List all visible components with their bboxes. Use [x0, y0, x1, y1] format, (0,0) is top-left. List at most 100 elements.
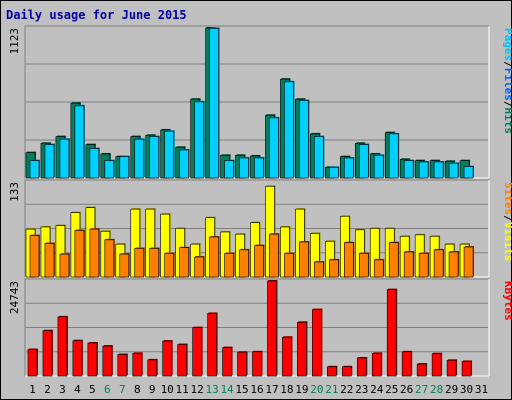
- legend: Pages/Files/Hits: [502, 28, 512, 134]
- bar-kbytes-day-15: [237, 351, 247, 377]
- x-tick-label: 15: [235, 383, 248, 396]
- bar-kbytes-day-14: [222, 347, 232, 377]
- x-tick-label: 3: [59, 383, 66, 396]
- bar-sites-day-11: [179, 247, 189, 278]
- bar-kbytes-day-5: [87, 342, 98, 377]
- bar-sites-day-7: [119, 253, 130, 278]
- x-tick-label: 6: [104, 383, 111, 396]
- bar-kbytes-day-8: [132, 353, 143, 377]
- bar-kbytes-day-1: [27, 349, 38, 377]
- x-tick-label: 24: [370, 383, 384, 396]
- x-tick-label: 28: [430, 383, 443, 396]
- x-tick-label: 18: [280, 383, 293, 396]
- bar-sites-day-6: [104, 239, 115, 278]
- bar-sites-day-26: [403, 251, 414, 278]
- bar-kbytes-day-26: [401, 351, 412, 377]
- bar-sites-day-23: [358, 253, 369, 278]
- bar-sites-day-4: [74, 230, 85, 278]
- bar-sites-day-29: [448, 251, 459, 278]
- bar-kbytes-day-9: [147, 359, 158, 377]
- x-tick-label: 9: [149, 383, 156, 396]
- x-tick-label: 1: [29, 383, 36, 396]
- x-tick-label: 20: [310, 383, 323, 396]
- legend-sites: Sites: [502, 182, 512, 215]
- bar-kbytes-day-4: [72, 340, 83, 377]
- bar-files-day-15: [239, 157, 249, 179]
- x-tick-label: 5: [89, 383, 96, 396]
- bar-sites-day-5: [89, 228, 100, 278]
- bar-files-day-18: [284, 81, 294, 179]
- bar-kbytes-day-13: [207, 313, 217, 377]
- bar-sites-day-17: [269, 233, 279, 278]
- x-tick-label: 31: [475, 383, 488, 396]
- bar-files-day-23: [358, 144, 369, 179]
- bar-kbytes-day-28: [431, 353, 442, 377]
- bar-files-day-12: [194, 101, 204, 179]
- bar-sites-day-9: [149, 248, 160, 278]
- bar-files-day-20: [314, 136, 324, 179]
- bar-sites-day-19: [299, 241, 309, 278]
- axis-max-label: 1123: [8, 28, 21, 55]
- x-tick-label: 22: [340, 383, 353, 396]
- bar-kbytes-day-6: [102, 345, 113, 377]
- bar-sites-day-16: [254, 245, 264, 278]
- bar-sites-day-3: [59, 253, 70, 278]
- bar-files-day-4: [74, 105, 85, 179]
- x-tick-label: 19: [295, 383, 308, 396]
- bar-kbytes-day-10: [162, 340, 172, 377]
- bar-sites-day-15: [239, 249, 249, 278]
- bar-kbytes-day-12: [192, 327, 202, 377]
- bar-files-day-29: [448, 163, 459, 179]
- x-tick-label: 14: [220, 383, 234, 396]
- axis-max-label: 24743: [8, 281, 21, 314]
- bar-kbytes-day-7: [117, 354, 128, 377]
- bar-files-day-3: [59, 138, 70, 179]
- x-tick-label: 7: [119, 383, 126, 396]
- bar-files-day-2: [44, 144, 55, 179]
- x-tick-label: 26: [400, 383, 413, 396]
- x-tick-label: 27: [415, 383, 428, 396]
- legend-separator: /: [502, 215, 512, 222]
- x-tick-label: 16: [250, 383, 263, 396]
- x-tick-label: 30: [460, 383, 473, 396]
- bar-sites-day-25: [388, 242, 399, 278]
- bar-kbytes-day-16: [252, 351, 262, 377]
- bar-kbytes-day-22: [342, 366, 352, 377]
- bar-files-day-14: [224, 160, 234, 179]
- bar-kbytes-day-19: [297, 321, 307, 377]
- bar-sites-day-14: [224, 253, 234, 278]
- bar-files-day-5: [89, 148, 100, 179]
- x-tick-label: 2: [44, 383, 51, 396]
- legend-separator: /: [502, 61, 512, 68]
- bar-kbytes-day-29: [446, 359, 457, 377]
- x-tick-label: 13: [205, 383, 218, 396]
- bar-kbytes-day-25: [386, 289, 397, 377]
- bar-sites-day-2: [44, 243, 55, 278]
- bar-files-day-13: [209, 28, 219, 179]
- bar-sites-day-22: [344, 242, 354, 278]
- bar-sites-day-1: [29, 235, 40, 278]
- legend-hits: Hits: [502, 108, 512, 135]
- x-tick-label: 10: [161, 383, 174, 396]
- bar-sites-day-10: [164, 253, 174, 278]
- bar-sites-day-21: [329, 259, 339, 278]
- legend-visits: Visits: [502, 222, 512, 262]
- bar-sites-day-30: [463, 246, 474, 278]
- x-tick-label: 8: [134, 383, 141, 396]
- bar-kbytes-day-23: [356, 357, 367, 377]
- x-tick-label: 29: [445, 383, 458, 396]
- bar-sites-day-28: [433, 249, 444, 278]
- bar-kbytes-day-18: [282, 336, 292, 377]
- x-tick-label: 23: [355, 383, 368, 396]
- bar-sites-day-18: [284, 253, 294, 278]
- bar-kbytes-day-11: [177, 344, 187, 377]
- bar-files-day-28: [433, 161, 444, 179]
- legend-files: Files: [502, 68, 512, 101]
- bar-files-day-10: [164, 130, 174, 179]
- legend: KBytes: [502, 281, 512, 321]
- bar-files-day-25: [388, 133, 399, 179]
- x-tick-label: 21: [325, 383, 338, 396]
- axis-max-label: 133: [8, 182, 21, 202]
- x-tick-label: 25: [385, 383, 398, 396]
